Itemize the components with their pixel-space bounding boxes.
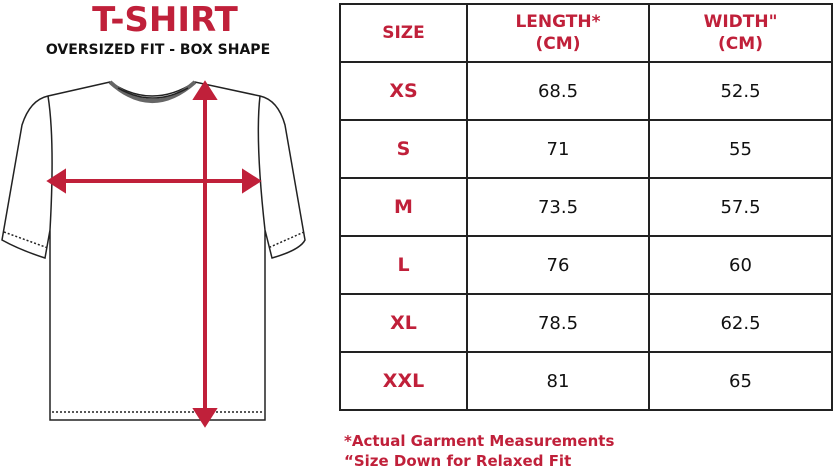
footnote-measurements: *Actual Garment Measurements <box>344 432 615 450</box>
measurement-arrows <box>46 80 262 428</box>
table-row: XS 68.5 52.5 <box>339 61 833 121</box>
table-row: M 73.5 57.5 <box>339 177 833 237</box>
footnotes: *Actual Garment Measurements “Size Down … <box>344 431 614 471</box>
table-header-row: SIZE LENGTH* (CM) WIDTH" (CM) <box>339 3 833 63</box>
size-cell: XS <box>339 61 468 121</box>
header-size: SIZE <box>339 3 468 63</box>
table-row: S 71 55 <box>339 119 833 179</box>
page-title: T-SHIRT <box>92 0 238 40</box>
table-row: L 76 60 <box>339 235 833 295</box>
width-cell: 60 <box>648 235 833 295</box>
length-cell: 68.5 <box>466 61 650 121</box>
header-width: WIDTH" (CM) <box>648 3 833 63</box>
width-cell: 52.5 <box>648 61 833 121</box>
size-cell: M <box>339 177 468 237</box>
size-cell: S <box>339 119 468 179</box>
table-row: XXL 81 65 <box>339 351 833 411</box>
width-cell: 65 <box>648 351 833 411</box>
length-cell: 78.5 <box>466 293 650 353</box>
size-cell: XL <box>339 293 468 353</box>
size-cell: XXL <box>339 351 468 411</box>
width-cell: 62.5 <box>648 293 833 353</box>
size-cell: L <box>339 235 468 295</box>
length-cell: 76 <box>466 235 650 295</box>
width-cell: 55 <box>648 119 833 179</box>
length-cell: 81 <box>466 351 650 411</box>
length-cell: 73.5 <box>466 177 650 237</box>
length-cell: 71 <box>466 119 650 179</box>
page-subtitle: OVERSIZED FIT - BOX SHAPE <box>45 42 271 58</box>
table-row: XL 78.5 62.5 <box>339 293 833 353</box>
footnote-size-down: “Size Down for Relaxed Fit <box>344 452 572 470</box>
tshirt-illustration <box>1 80 306 428</box>
size-chart-table: SIZE LENGTH* (CM) WIDTH" (CM) XS 68.5 52.5… <box>339 3 833 411</box>
header-length: LENGTH* (CM) <box>466 3 650 63</box>
width-cell: 57.5 <box>648 177 833 237</box>
